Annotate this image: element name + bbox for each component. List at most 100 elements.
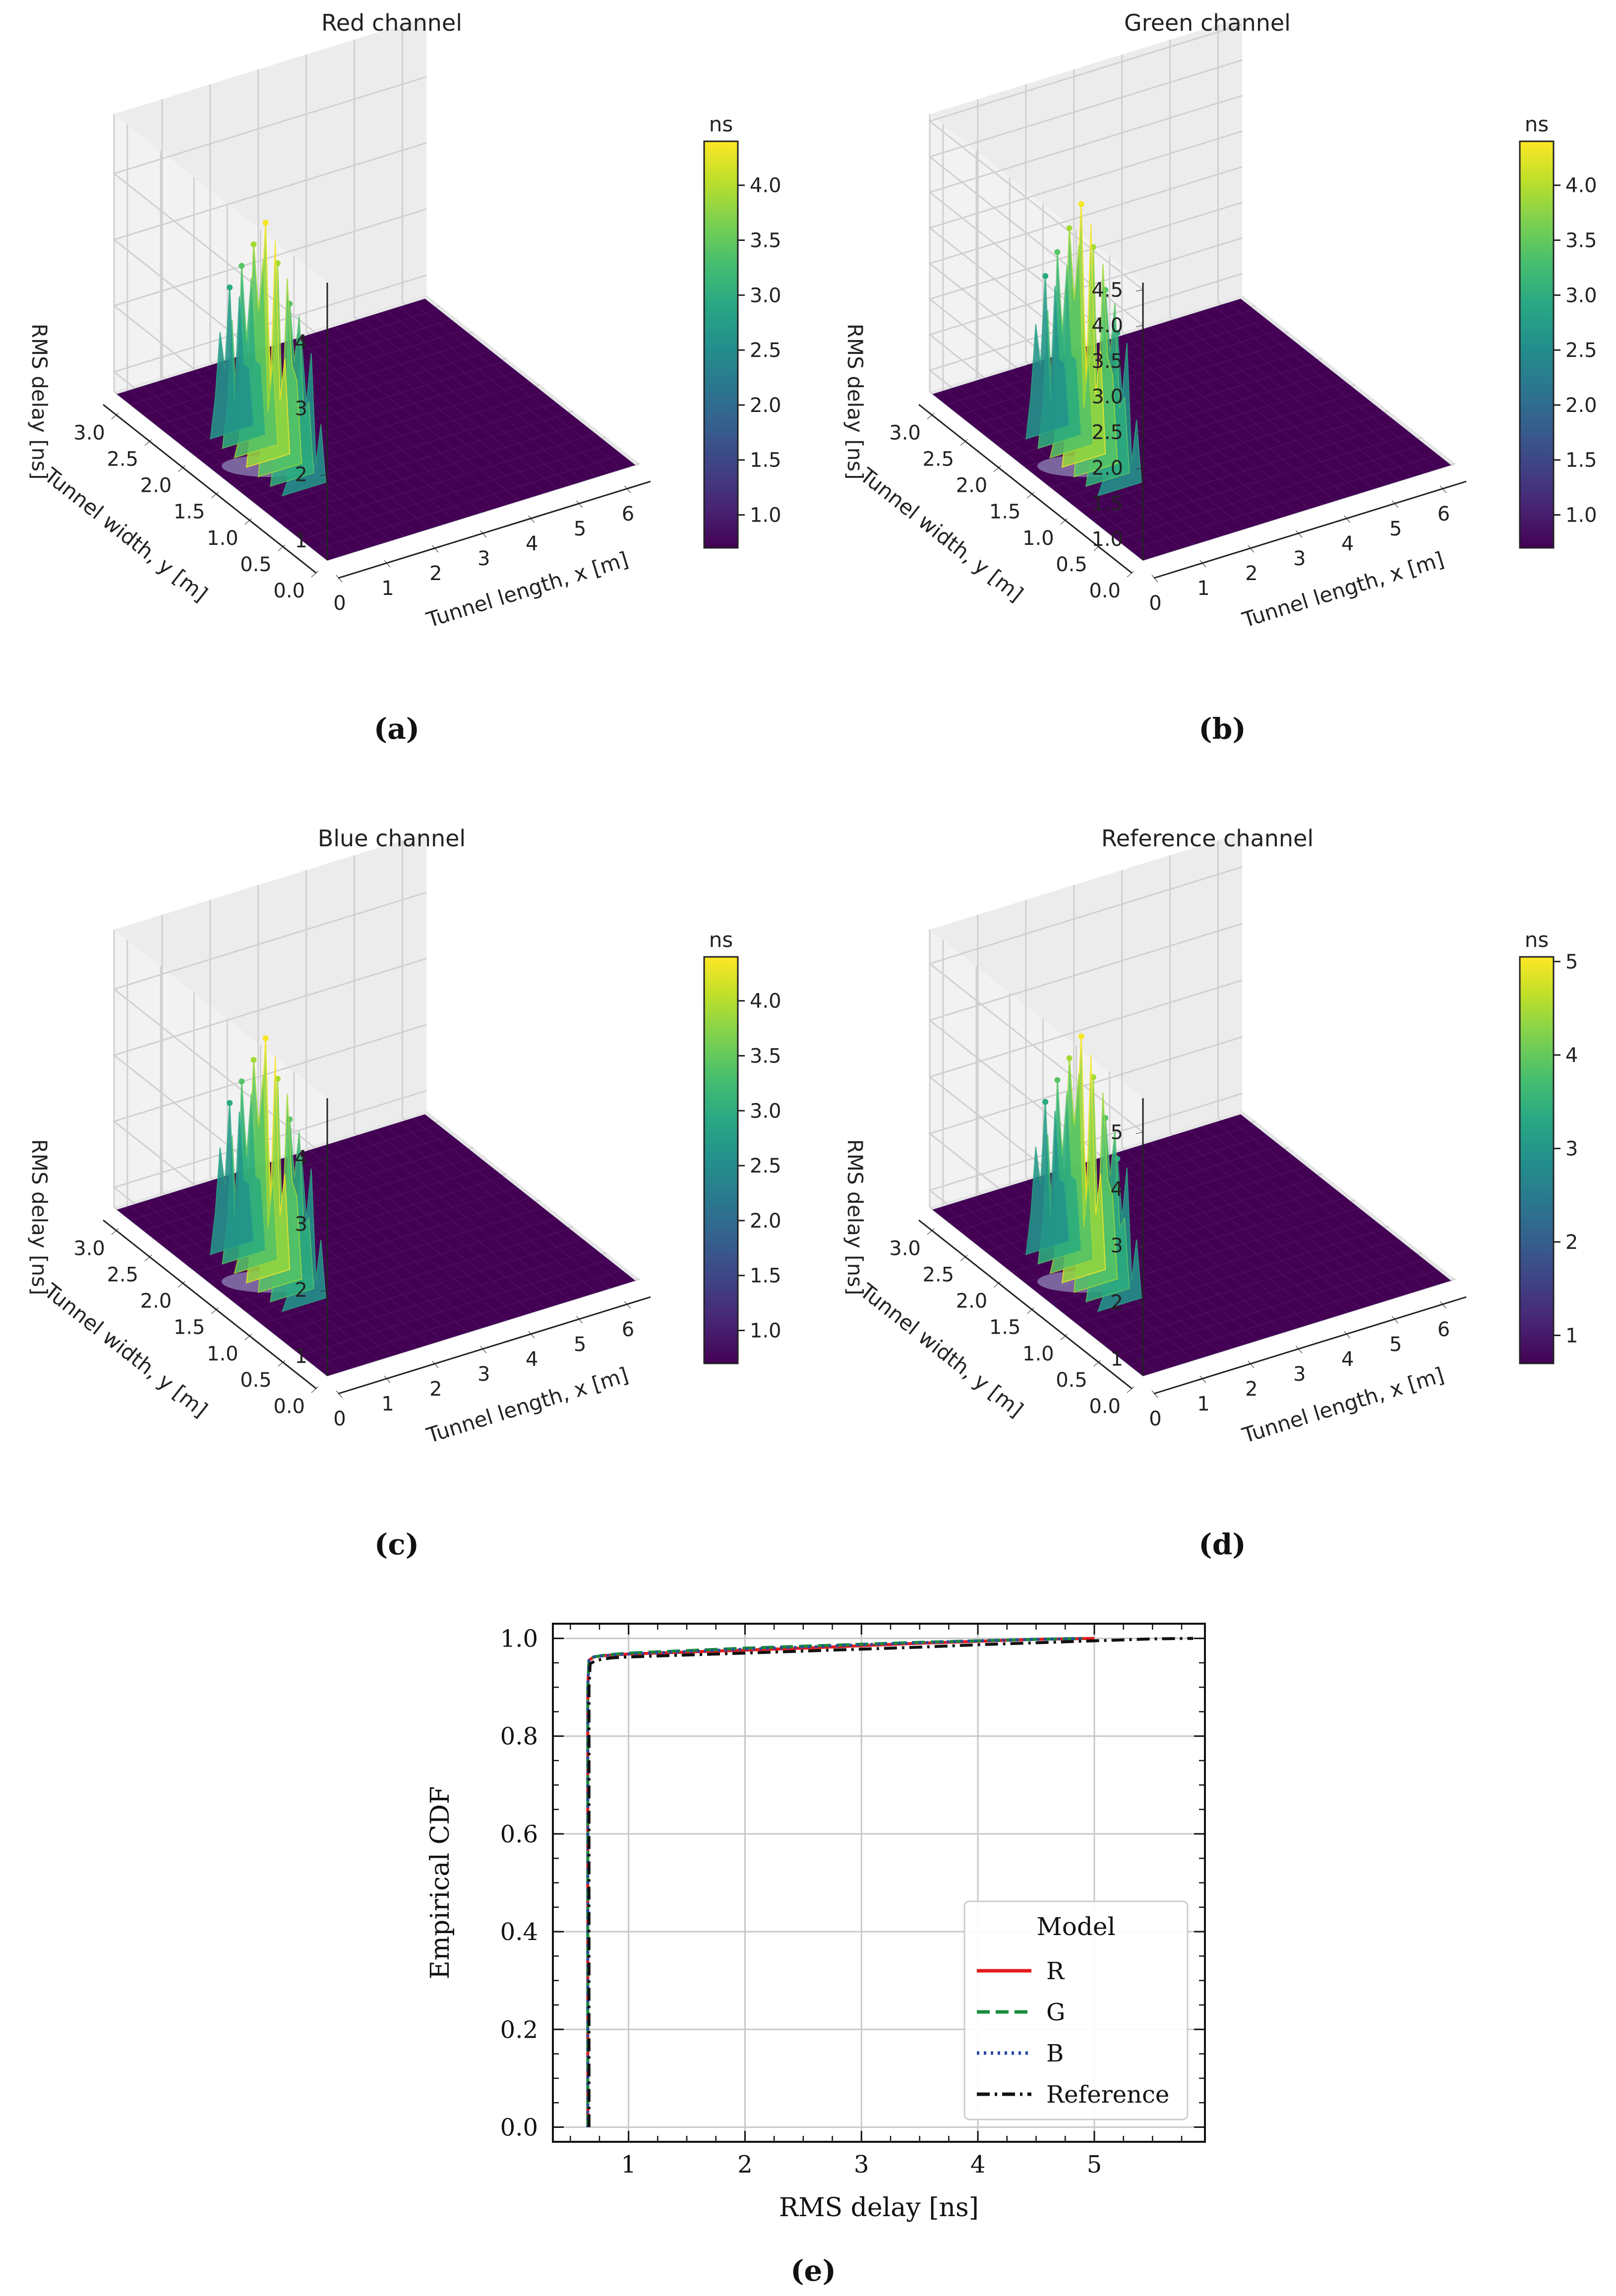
colorbar-tick-label: 1.0: [1565, 504, 1597, 527]
y-tick: [178, 466, 185, 472]
peak-tip: [1078, 201, 1084, 207]
z-tick-label: 2: [295, 464, 307, 486]
x-tick-label: 1: [621, 2151, 636, 2178]
colorbar: [1519, 140, 1555, 549]
z-tick-label: 1: [295, 530, 307, 552]
peak-tip: [1066, 225, 1073, 232]
y-tick: [1060, 1334, 1068, 1341]
x-axis-line: [1153, 480, 1467, 579]
y-tick: [1127, 571, 1135, 578]
mesh-line: [1090, 423, 1398, 519]
y-tick: [311, 571, 319, 578]
z-tick-label: 3: [1111, 1235, 1123, 1257]
y-tick-label: 0.2: [500, 2016, 538, 2044]
y-tick-label: 0.0: [1089, 1395, 1121, 1418]
peak-ribbon: [1025, 1099, 1070, 1255]
z-tick-label: 4: [295, 331, 307, 354]
colorbar-tick-label: 1.5: [750, 1265, 781, 1288]
x-tick: [1199, 560, 1206, 568]
y-tick-label: 2.5: [107, 1263, 138, 1286]
colorbar-tick-label: 2.5: [750, 1155, 781, 1177]
y-tick-label: 2.0: [140, 1290, 172, 1313]
z-tick-label: 5: [1111, 1121, 1123, 1144]
colorbar-tick-label: 4.0: [750, 175, 781, 197]
mesh-line: [1103, 433, 1412, 530]
x-tick-label: 3: [1293, 547, 1306, 570]
y-tick: [993, 1281, 1001, 1288]
axes: [103, 283, 651, 579]
peak-ribbon: [210, 1100, 254, 1255]
colorbar-tick-label: 1.5: [1565, 449, 1597, 472]
x-tick-label: 6: [622, 503, 634, 526]
z-tick: [1136, 360, 1143, 363]
x-tick: [432, 545, 439, 553]
y-tick: [144, 439, 152, 446]
x-tick: [432, 1360, 439, 1368]
peak-tip: [1042, 273, 1049, 279]
peak-tip: [262, 220, 269, 226]
x-tick-label: 1: [1197, 577, 1209, 600]
axes: [103, 1098, 651, 1395]
x-tick-label: 2: [1245, 1378, 1257, 1401]
mesh-line: [300, 444, 609, 540]
y-tick-label: 0.5: [240, 1369, 272, 1392]
mesh-line: [300, 1259, 609, 1355]
x-tick-label: 4: [1341, 532, 1354, 555]
y-axis-line: [103, 1219, 317, 1390]
z-tick: [320, 408, 328, 410]
colorbar-unit: ns: [709, 112, 733, 136]
x-tick: [480, 530, 487, 538]
panel-title: Blue channel: [318, 825, 466, 852]
colorbar-tick-label: 2.0: [1565, 394, 1597, 417]
x-tick: [1199, 1375, 1206, 1383]
series-line-b: [586, 1637, 1083, 2127]
y-tick: [960, 439, 968, 446]
panel-title: Red channel: [321, 9, 462, 36]
z-tick: [1136, 467, 1143, 470]
y-tick: [211, 1307, 219, 1314]
z-axis-label: RMS delay [ns]: [843, 324, 867, 480]
y-tick-label: 0.6: [500, 1821, 538, 1848]
peak-tip: [1078, 1033, 1084, 1040]
z-tick: [1136, 432, 1143, 434]
legend-title: Model: [1037, 1912, 1116, 1941]
colorbar-tick-label: 2: [1565, 1231, 1578, 1254]
legend-label: G: [1046, 1999, 1065, 2026]
peak-tip: [1066, 1055, 1073, 1061]
x-tick-label: 1: [381, 577, 394, 600]
x-tick-label: 0: [333, 1408, 346, 1430]
panel-caption: (d): [1198, 1528, 1246, 1561]
colorbar-unit: ns: [1525, 112, 1549, 136]
legend-box: [963, 1900, 1189, 2120]
x-tick-label: 6: [1437, 1318, 1450, 1341]
y-tick: [211, 492, 219, 499]
peak-ribbon: [1025, 273, 1070, 440]
x-tick: [1248, 545, 1255, 553]
y-tick: [278, 1360, 286, 1367]
x-tick: [1151, 575, 1158, 583]
y-tick-label: 0.8: [500, 1723, 538, 1751]
panel-title: Green channel: [1124, 9, 1291, 36]
z-tick-label: 2: [1111, 1291, 1123, 1314]
x-tick: [1296, 1346, 1303, 1354]
z-tick-label: 2.0: [1091, 457, 1123, 479]
z-tick-label: 4: [1111, 1178, 1123, 1201]
z-tick-label: 1: [295, 1345, 307, 1368]
x-tick: [336, 1390, 343, 1398]
z-tick: [1136, 538, 1143, 541]
x-tick-label: 3: [478, 547, 490, 570]
legend-label: R: [1046, 1957, 1065, 1985]
mesh-line: [261, 1228, 570, 1324]
z-tick-label: 1.0: [1091, 528, 1123, 551]
z-tick-label: 4.0: [1091, 314, 1123, 337]
mesh-line: [288, 1249, 596, 1345]
y-tick-label: 0.5: [1056, 553, 1087, 576]
x-tick-label: 0: [333, 592, 346, 615]
y-tick-label: 2.0: [956, 1290, 988, 1313]
colorbar-tick-label: 2.5: [1565, 339, 1597, 362]
x-tick-label: 2: [737, 2151, 753, 2178]
x-tick: [1392, 1316, 1398, 1324]
x-tick-label: 6: [1437, 503, 1450, 526]
z-tick-label: 1.5: [1091, 492, 1123, 515]
